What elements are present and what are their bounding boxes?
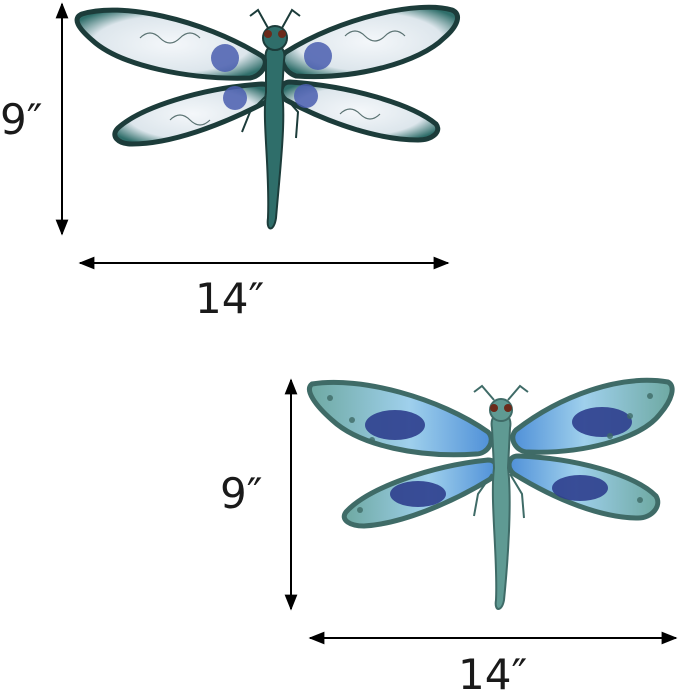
dragonfly-2-body <box>490 412 512 610</box>
dragonfly-2-width-label: 14″ <box>458 650 528 699</box>
dragonfly-1-wing-lower-left <box>112 81 274 147</box>
dragonfly-1-wing-lower-right <box>278 79 441 143</box>
dragonfly-1-wing-patterns <box>211 42 332 110</box>
dragonfly-1-head <box>262 25 288 51</box>
dragonfly-1-body <box>263 44 286 230</box>
dragonfly-1-height-label: 9″ <box>0 95 43 144</box>
dragonfly-2-wing-patterns <box>365 407 632 507</box>
dragonfly-1-wing-upper-left <box>74 7 268 81</box>
dragonfly-2 <box>307 377 675 610</box>
dragonfly-1 <box>74 4 461 230</box>
dragonfly-2-height-label: 9″ <box>220 469 263 518</box>
dragonfly-1-width-label: 14″ <box>195 274 265 323</box>
